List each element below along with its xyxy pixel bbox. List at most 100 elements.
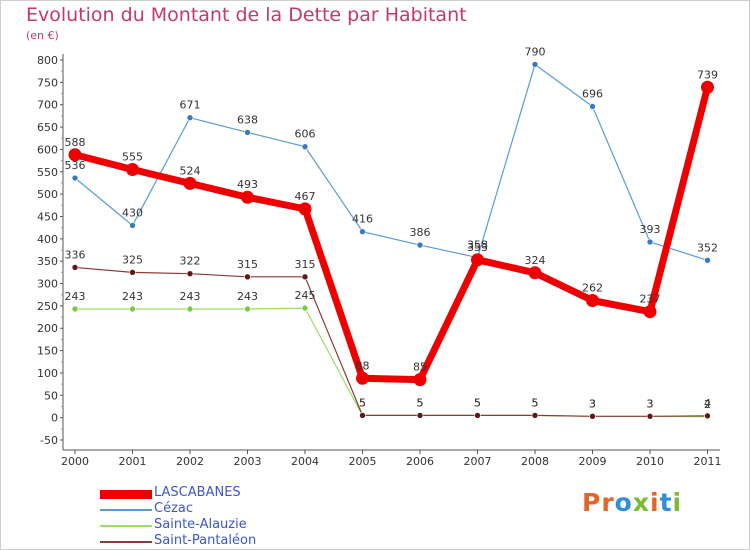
- data-point: [646, 413, 654, 420]
- x-tick-label: 2002: [176, 455, 204, 468]
- data-point: [589, 103, 596, 110]
- data-label: 85: [413, 361, 427, 374]
- data-label: 536: [65, 159, 86, 172]
- data-label: 245: [295, 289, 316, 302]
- data-point: [183, 176, 197, 190]
- data-label: 5: [474, 396, 481, 409]
- y-tick-label: 650: [37, 121, 58, 134]
- data-point: [531, 412, 539, 419]
- data-label: 524: [180, 164, 201, 177]
- y-tick-label: 100: [37, 367, 58, 380]
- data-point: [586, 294, 599, 308]
- data-label: 5: [532, 396, 539, 409]
- data-label: 467: [295, 190, 316, 203]
- y-tick-label: 800: [37, 54, 58, 67]
- data-label: 2: [704, 398, 711, 411]
- data-point: [474, 412, 481, 419]
- data-label: 393: [640, 223, 661, 236]
- logo-letter: o: [614, 488, 633, 517]
- legend-label: Sainte-Alauzie: [154, 517, 247, 532]
- data-label: 555: [122, 151, 143, 164]
- data-label: 3: [589, 397, 596, 410]
- chart-title: Evolution du Montant de la Dette par Hab…: [26, 4, 467, 26]
- x-tick-label: 2000: [61, 455, 89, 468]
- data-point: [244, 129, 251, 136]
- data-label: 5: [417, 396, 424, 409]
- data-label: 3: [647, 397, 654, 410]
- y-tick-label: 750: [37, 76, 58, 89]
- legend-label: Cézac: [154, 501, 194, 516]
- data-label: 5: [359, 396, 366, 409]
- legend-swatch: [100, 509, 152, 511]
- y-tick-label: 0: [51, 412, 58, 425]
- data-point: [356, 371, 369, 385]
- data-label: 4: [704, 397, 711, 410]
- data-label: 243: [65, 290, 86, 303]
- data-label: 315: [237, 258, 258, 271]
- data-label: 352: [697, 241, 718, 254]
- data-label: 5: [474, 396, 481, 409]
- data-point: [298, 202, 312, 216]
- data-point: [301, 273, 309, 281]
- logo-letter: t: [659, 488, 673, 517]
- data-label: 5: [532, 396, 539, 409]
- x-tick-label: 2010: [636, 455, 664, 468]
- data-point: [129, 269, 136, 276]
- y-tick-label: 500: [37, 188, 58, 201]
- y-tick-label: 550: [37, 166, 58, 179]
- data-point: [531, 61, 539, 68]
- legend-label: LASCABANES: [154, 485, 241, 500]
- series-line-1: [74, 63, 708, 261]
- data-label: 739: [697, 68, 718, 81]
- data-point: [643, 305, 657, 319]
- data-point: [301, 143, 309, 151]
- x-tick-label: 2007: [464, 455, 492, 468]
- y-tick-label: 200: [37, 322, 58, 335]
- data-point: [129, 222, 136, 229]
- data-label: 606: [295, 128, 316, 141]
- y-tick-label: 50: [44, 389, 58, 402]
- data-label: 325: [122, 253, 143, 266]
- data-point: [701, 80, 714, 94]
- data-label: 493: [237, 178, 258, 191]
- data-point: [704, 412, 711, 420]
- data-label: 358: [467, 239, 488, 252]
- series-line-2: [75, 307, 708, 418]
- data-label: 790: [525, 45, 546, 58]
- data-label: 5: [417, 396, 424, 409]
- legend-swatch: [100, 541, 152, 543]
- data-label: 3: [647, 397, 654, 410]
- data-label: 588: [65, 136, 86, 149]
- y-tick-label: 250: [37, 300, 58, 313]
- legend-label: Saint-Pantaléon: [154, 533, 257, 548]
- data-label: 696: [582, 87, 603, 100]
- data-label: 315: [295, 258, 316, 271]
- proxiti-logo: Proxiti: [582, 488, 682, 517]
- data-point: [71, 305, 79, 313]
- x-tick-label: 2005: [349, 455, 377, 468]
- data-label: 243: [180, 290, 201, 303]
- data-point: [186, 305, 194, 313]
- data-label: 237: [640, 293, 661, 306]
- data-label: 324: [525, 254, 546, 267]
- data-label: 353: [467, 241, 488, 254]
- data-point: [413, 373, 427, 387]
- y-tick-label: 400: [37, 233, 58, 246]
- data-label: 243: [122, 290, 143, 303]
- data-point: [704, 256, 711, 264]
- logo-letter: x: [632, 488, 650, 517]
- data-point: [359, 228, 366, 235]
- data-point: [589, 413, 596, 420]
- data-point: [301, 304, 309, 312]
- y-tick-label: 300: [37, 278, 58, 291]
- data-label: 5: [359, 396, 366, 409]
- legend-swatch: [100, 489, 152, 499]
- data-point: [528, 266, 542, 280]
- y-tick-label: 600: [37, 143, 58, 156]
- logo-letter: i: [650, 488, 660, 517]
- data-point: [129, 305, 136, 313]
- data-point: [359, 412, 366, 419]
- y-tick-label: -50: [40, 434, 58, 447]
